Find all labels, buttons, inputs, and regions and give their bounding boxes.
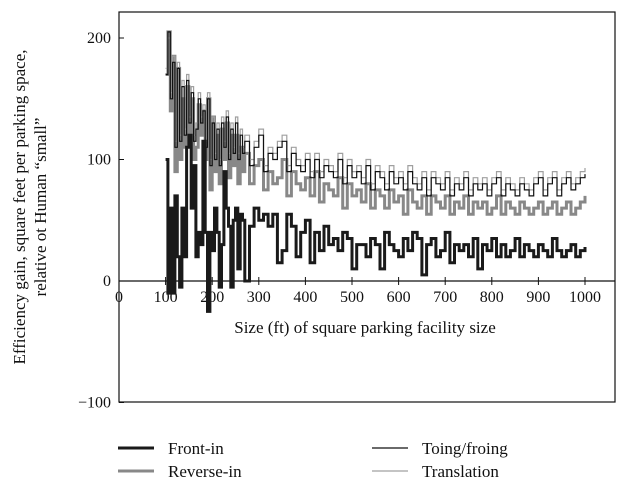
x-tick-label: 0 [115, 289, 123, 306]
legend-label: Front-in [168, 439, 224, 458]
x-tick-label: 800 [480, 289, 504, 306]
y-axis-title-line1: Efficiency gain, square feet per parking… [10, 50, 29, 365]
x-ticks: 0 100 200 300 400 500 600 700 800 900 1000 [115, 277, 601, 306]
y-axis-title-line2: relative ot Human “small” [31, 118, 50, 297]
x-tick-label: 500 [340, 289, 364, 306]
x-tick-label: 400 [293, 289, 317, 306]
y-tick-label: −100 [78, 395, 111, 412]
series-layer [165, 30, 587, 313]
series-line-front-in [165, 133, 587, 313]
plot-frame [118, 11, 616, 403]
x-tick-label: 200 [200, 289, 224, 306]
x-tick-label: 700 [433, 289, 457, 306]
y-tick-label: 200 [87, 30, 111, 47]
x-tick-label: 300 [247, 289, 271, 306]
x-axis-title: Size (ft) of square parking facility siz… [234, 318, 496, 337]
x-tick-label: 900 [526, 289, 550, 306]
legend-label: Toing/froing [422, 439, 508, 458]
series-line-toing-froing [165, 31, 586, 197]
y-tick-label: 100 [87, 152, 111, 169]
y-ticks: −100 0 100 200 [78, 30, 124, 412]
legend-label: Translation [422, 462, 499, 481]
y-tick-label: 0 [103, 273, 111, 290]
legend-label: Reverse-in [168, 462, 242, 481]
legend: Front-in Toing/froing Reverse-in Translatio… [118, 439, 508, 481]
x-tick-label: 1000 [569, 289, 601, 306]
x-tick-label: 600 [387, 289, 411, 306]
